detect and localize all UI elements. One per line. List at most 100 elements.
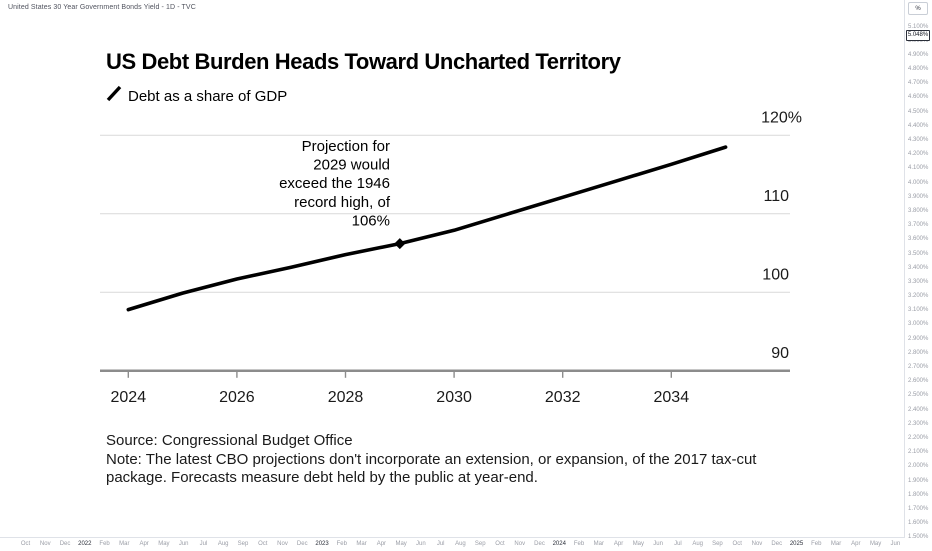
price-scale-label: 3.400% <box>908 264 929 271</box>
x-axis-label: 2026 <box>219 389 255 406</box>
price-scale-label: 1.500% <box>908 534 929 541</box>
time-axis-month-label: Jun <box>653 541 663 547</box>
x-axis-label: 2028 <box>328 389 364 406</box>
time-axis-year-label: 2025 <box>789 541 804 547</box>
time-axis-month-label: Jul <box>674 541 682 547</box>
time-axis-month-label: Mar <box>119 541 130 547</box>
time-axis-month-label: May <box>869 541 882 547</box>
price-scale-label: 3.500% <box>908 250 929 257</box>
price-scale-label: 2.400% <box>908 406 929 413</box>
price-scale-label: 3.000% <box>908 321 929 328</box>
time-axis-month-label: Dec <box>59 541 71 547</box>
time-axis-month-label: Jun <box>890 541 901 547</box>
symbol-title[interactable]: United States 30 Year Government Bonds Y… <box>8 4 196 11</box>
price-scale-label: 1.600% <box>908 520 929 527</box>
time-axis-month-label: Feb <box>811 541 822 547</box>
price-scale-label: 3.700% <box>908 222 929 229</box>
chart-legend: Debt as a share of GDP <box>106 85 287 107</box>
time-axis-month-label: Oct <box>20 541 31 547</box>
annotation-line: 2029 would <box>313 157 390 174</box>
annotation-line: Projection for <box>302 138 390 155</box>
y-axis-label: 120% <box>761 109 802 126</box>
price-scale-label: 3.200% <box>908 293 929 300</box>
time-axis-month-label: Oct <box>258 541 268 547</box>
time-axis-month-label: Nov <box>39 541 51 547</box>
time-axis-year-label: 2022 <box>78 541 92 547</box>
time-axis-month-label: Feb <box>99 541 110 547</box>
price-scale-label: 2.100% <box>908 449 929 456</box>
time-axis-month-label: Dec <box>296 541 308 547</box>
price-scale-label: 5.100% <box>908 23 929 30</box>
price-scale-label: 5.000% <box>908 37 929 44</box>
time-axis-month-label: May <box>395 541 407 547</box>
marker-2029-diamond <box>394 238 406 250</box>
time-axis-month-label: Mar <box>830 541 842 547</box>
time-axis-month-label: Dec <box>534 541 545 547</box>
chart-title: US Debt Burden Heads Toward Uncharted Te… <box>106 49 621 74</box>
time-axis-year-label: 2023 <box>315 541 329 547</box>
time-axis-month-label: Mar <box>593 541 604 547</box>
price-scale-label: 4.900% <box>908 51 929 58</box>
x-axis-label: 2034 <box>654 389 690 406</box>
time-axis-month-label: Nov <box>277 541 288 547</box>
price-scale-label: 2.300% <box>908 420 929 427</box>
time-axis-month-label: Apr <box>613 541 624 547</box>
price-scale-label: 2.800% <box>908 349 929 356</box>
price-scale-label: 3.600% <box>908 236 929 243</box>
price-scale-label: 2.700% <box>908 364 929 371</box>
y-axis-label: 110 <box>763 188 789 205</box>
time-axis-month-label: Feb <box>573 541 585 547</box>
price-scale-label: 4.300% <box>908 137 929 144</box>
annotation-line: record high, of <box>294 194 391 211</box>
time-axis-month-label: Sep <box>474 541 486 547</box>
current-price-label: 5.048% <box>906 29 930 41</box>
time-axis-month-label: Jul <box>436 541 445 547</box>
time-axis-month-label: Oct <box>732 541 742 547</box>
time-axis-month-label: Apr <box>376 541 387 547</box>
percent-scale-button[interactable]: % <box>908 2 928 15</box>
price-scale-label: 2.000% <box>908 463 929 470</box>
price-scale-label: 2.600% <box>908 378 929 385</box>
note-line-1: Note: The latest CBO projections don't i… <box>106 450 757 468</box>
time-axis-month-label: May <box>632 541 645 547</box>
time-axis-month-label: Mar <box>356 541 367 547</box>
price-scale-label: 4.000% <box>908 179 929 186</box>
note-line-2: package. Forecasts measure debt held by … <box>106 469 538 486</box>
price-scale-label: 4.800% <box>908 66 929 73</box>
price-scale-label: 4.400% <box>908 122 929 129</box>
source-note: Source: Congressional Budget Office Note… <box>106 432 756 488</box>
time-axis-month-label: Sep <box>237 541 249 547</box>
time-axis-month-label: Nov <box>751 541 763 547</box>
price-scale[interactable]: % 5.048% 5.100% 5.000% 4.900% 4.800% 4.700% 4… <box>904 0 932 550</box>
price-scale-label: 3.300% <box>908 278 929 285</box>
time-axis-month-label: Aug <box>455 541 466 547</box>
source-line: Source: Congressional Budget Office <box>106 432 353 449</box>
price-scale-label: 4.200% <box>908 151 929 158</box>
annotation-line: 106% <box>352 212 390 229</box>
time-axis-month-label: Oct <box>495 541 505 547</box>
time-axis-month-label: Dec <box>771 541 783 547</box>
price-scale-label: 3.100% <box>908 307 929 314</box>
price-scale-label: 1.700% <box>908 505 929 512</box>
y-axis-label: 90 <box>771 345 789 362</box>
price-scale-label: 1.900% <box>908 477 929 484</box>
x-axis-label: 2024 <box>111 389 147 406</box>
time-axis-month-label: May <box>158 541 170 547</box>
legend-label: Debt as a share of GDP <box>128 87 288 105</box>
price-scale-label: 4.700% <box>908 80 929 87</box>
price-scale-label: 3.800% <box>908 207 929 214</box>
debt-line-chart: 2024 2026 2028 2030 2032 2034 120% 110 100 90 Proj… <box>100 109 802 406</box>
x-axis-label: 2030 <box>436 389 472 406</box>
debt-line <box>126 145 728 312</box>
time-axis[interactable]: Oct Nov Dec 2022 Feb Mar Apr May Jun Jul Aug Sep Oct… <box>0 537 905 551</box>
time-axis-month-label: Jul <box>199 541 208 547</box>
time-axis-month-label: Apr <box>139 541 149 547</box>
time-axis-month-label: Aug <box>692 541 704 547</box>
price-scale-label: 3.900% <box>908 193 929 200</box>
time-axis-month-label: Nov <box>514 541 526 547</box>
time-axis-month-label: Feb <box>336 541 347 547</box>
line-series-icon <box>106 85 122 107</box>
price-scale-label: 4.100% <box>908 165 929 172</box>
price-scale-label: 2.500% <box>908 392 929 399</box>
price-scale-label: 2.900% <box>908 335 929 342</box>
